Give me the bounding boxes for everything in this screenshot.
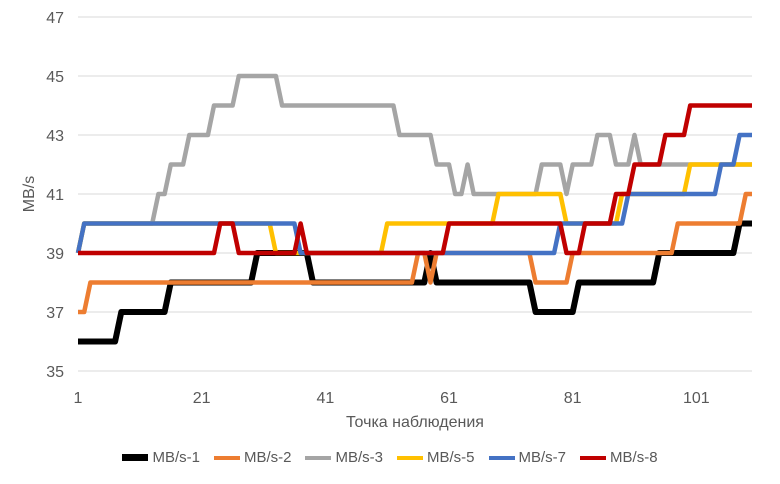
legend-label: MB/s-3 xyxy=(335,449,383,466)
y-axis-title: MB/s xyxy=(21,176,38,212)
legend-item: MB/s-7 xyxy=(488,449,567,466)
y-tick-label: 45 xyxy=(46,69,64,86)
legend-item: MB/s-5 xyxy=(397,449,475,466)
legend-label: MB/s-8 xyxy=(610,449,658,466)
y-tick-label: 47 xyxy=(46,10,64,27)
y-tick-label: 39 xyxy=(46,246,64,263)
legend-swatch xyxy=(397,455,423,460)
x-axis-ticks: 1 21 41 61 81 101 xyxy=(74,390,710,407)
y-tick-label: 43 xyxy=(46,128,64,145)
x-tick-label: 81 xyxy=(564,390,582,407)
series-line-MB/s-5 xyxy=(75,162,752,256)
legend: MB/s-1 MB/s-2 MB/s-3 MB/s-5 MB/s-7 MB/s-8 xyxy=(0,449,780,466)
legend-swatch xyxy=(213,455,240,460)
x-tick-label: 1 xyxy=(74,390,83,407)
x-axis-title: Точка наблюдения xyxy=(346,414,484,431)
y-axis-ticks: 35 37 39 41 43 45 47 xyxy=(46,10,64,381)
y-tick-label: 37 xyxy=(46,305,64,322)
legend-label: MB/s-7 xyxy=(518,449,567,466)
series-line-MB/s-8 xyxy=(78,103,752,256)
legend-label: MB/s-2 xyxy=(243,449,292,466)
legend-item: MB/s-2 xyxy=(213,449,292,466)
legend-swatch xyxy=(122,454,149,461)
legend-item: MB/s-1 xyxy=(122,449,200,466)
series-line-MB/s-2 xyxy=(78,191,752,315)
x-tick-label: 101 xyxy=(683,390,710,407)
legend-item: MB/s-8 xyxy=(580,449,658,466)
legend-swatch xyxy=(305,455,332,460)
y-tick-label: 41 xyxy=(46,187,64,204)
x-tick-label: 61 xyxy=(440,390,458,407)
y-tick-label: 35 xyxy=(46,364,64,381)
legend-swatch xyxy=(580,455,607,460)
series-line-MB/s-3 xyxy=(75,73,752,254)
legend-swatch xyxy=(488,455,515,460)
x-tick-label: 41 xyxy=(316,390,334,407)
legend-label: MB/s-1 xyxy=(152,449,200,466)
x-tick-label: 21 xyxy=(193,390,211,407)
series-lines xyxy=(75,73,752,345)
legend-label: MB/s-5 xyxy=(427,449,475,466)
legend-item: MB/s-3 xyxy=(305,449,383,466)
